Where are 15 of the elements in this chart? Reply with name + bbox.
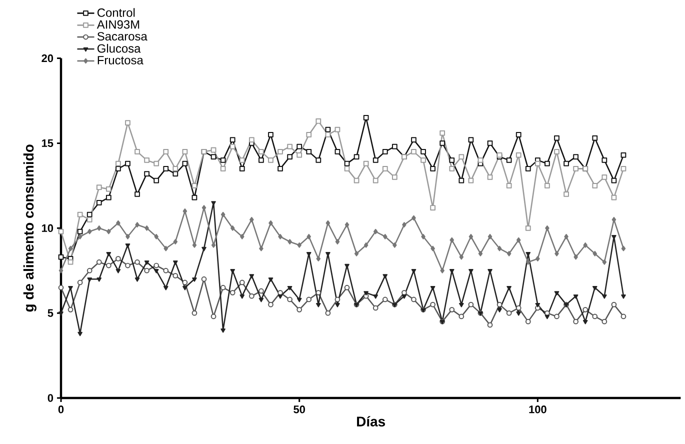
x-tick-label: 50	[294, 406, 305, 414]
y-tick-label: 0	[48, 394, 54, 402]
legend-label: Glucosa	[97, 44, 141, 53]
y-tick-label: 10	[42, 224, 54, 232]
y-tick-label: 20	[42, 54, 54, 62]
y-axis-title: g de alimento consumido	[23, 144, 36, 312]
y-tick-label: 5	[48, 309, 54, 317]
x-tick-label: 0	[58, 406, 64, 414]
legend-label: Sacarosa	[97, 32, 148, 41]
legend-label: Fructosa	[98, 56, 144, 64]
legend-label: AIN93M	[96, 20, 140, 29]
y-tick-label: 15	[42, 139, 54, 148]
x-tick-label: 100	[529, 406, 546, 414]
legend-label: Control	[97, 8, 135, 17]
x-axis-title: Días	[357, 416, 385, 426]
